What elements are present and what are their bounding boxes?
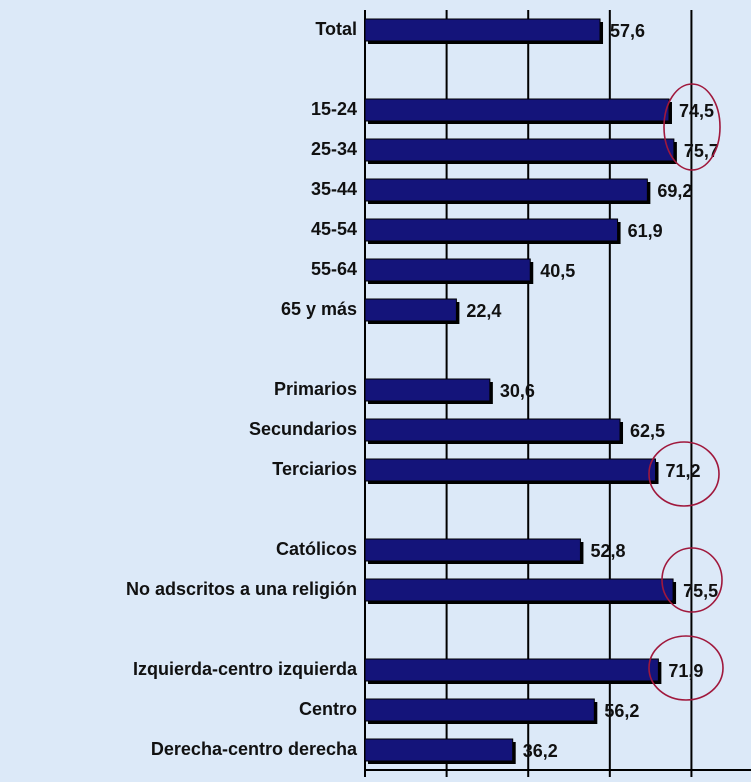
- bar: [364, 178, 648, 202]
- category-label: Secundarios: [249, 419, 357, 439]
- value-label: 71,9: [668, 661, 703, 681]
- labels: Total 57,6 15-24 74,5 25-34 75,7 35-44 69,2 45-5…: [126, 19, 719, 761]
- highlight-circle: [663, 83, 721, 171]
- category-label: 15-24: [311, 99, 357, 119]
- bar: [364, 18, 601, 42]
- category-label: Izquierda-centro izquierda: [133, 659, 358, 679]
- value-label: 75,7: [684, 141, 719, 161]
- category-label: Católicos: [276, 539, 357, 559]
- bar: [364, 298, 457, 322]
- category-label: No adscritos a una religión: [126, 579, 357, 599]
- bar: [364, 578, 674, 602]
- category-label: Primarios: [274, 379, 357, 399]
- category-label: 45-54: [311, 219, 357, 239]
- bars: [364, 18, 677, 764]
- value-label: 74,5: [679, 101, 714, 121]
- bar: [364, 658, 659, 682]
- value-label: 36,2: [523, 741, 558, 761]
- category-label: Terciarios: [272, 459, 357, 479]
- bar: [364, 738, 514, 762]
- value-label: 40,5: [540, 261, 575, 281]
- category-label: Total: [315, 19, 357, 39]
- value-label: 62,5: [630, 421, 665, 441]
- value-label: 75,5: [683, 581, 718, 601]
- value-label: 69,2: [657, 181, 692, 201]
- category-label: Centro: [299, 699, 357, 719]
- grid: [364, 10, 751, 777]
- highlight-circle: [661, 547, 723, 613]
- value-label: 56,2: [604, 701, 639, 721]
- highlight-circle: [648, 635, 724, 701]
- bar: [364, 698, 595, 722]
- highlight-circles: [648, 83, 724, 701]
- value-label: 57,6: [610, 21, 645, 41]
- category-label: 35-44: [311, 179, 357, 199]
- value-label: 71,2: [666, 461, 701, 481]
- value-label: 22,4: [466, 301, 501, 321]
- bar: [364, 458, 657, 482]
- category-label: 55-64: [311, 259, 357, 279]
- bar: [364, 538, 581, 562]
- value-label: 30,6: [500, 381, 535, 401]
- value-label: 52,8: [590, 541, 625, 561]
- category-label: 25-34: [311, 139, 357, 159]
- bar: [364, 258, 531, 282]
- bar: [364, 218, 619, 242]
- category-label: Derecha-centro derecha: [151, 739, 358, 759]
- value-label: 61,9: [628, 221, 663, 241]
- bar: [364, 98, 670, 122]
- bar: [364, 138, 675, 162]
- highlight-circle: [648, 441, 720, 507]
- bar: [364, 378, 491, 402]
- bar: [364, 418, 621, 442]
- category-label: 65 y más: [281, 299, 357, 319]
